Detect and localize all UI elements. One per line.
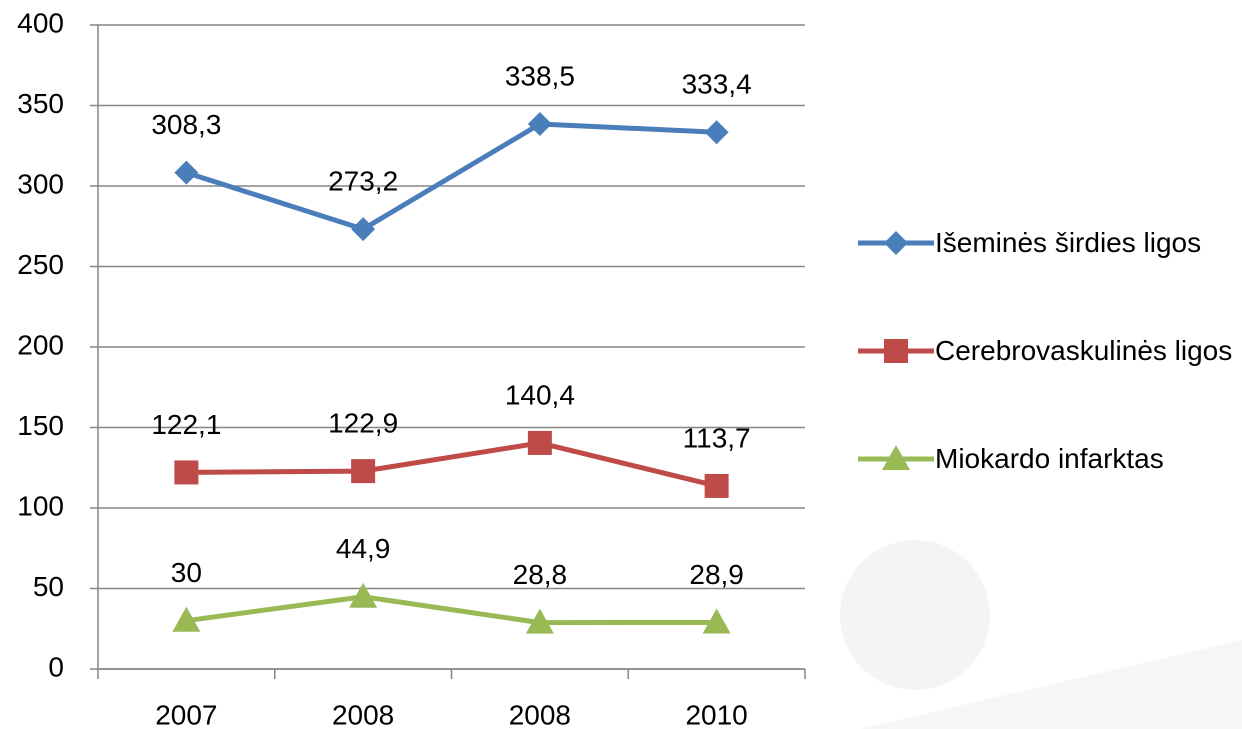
legend-swatch — [858, 339, 934, 363]
marker — [527, 430, 552, 455]
legend-item: Išeminės širdies ligos — [858, 222, 1242, 263]
legend-swatch — [858, 231, 934, 255]
y-tick-label: 100 — [17, 490, 64, 521]
y-tick-label: 150 — [17, 410, 64, 441]
marker — [527, 112, 552, 137]
data-label: 333,4 — [682, 69, 752, 100]
data-label: 273,2 — [328, 166, 398, 197]
data-label: 122,1 — [151, 409, 221, 440]
marker — [172, 606, 201, 632]
legend-item: Cerebrovaskulinės ligos — [858, 330, 1242, 371]
series-line — [186, 594, 717, 626]
data-label: 44,9 — [336, 533, 391, 564]
y-tick-label: 350 — [17, 88, 64, 119]
data-label: 28,8 — [513, 559, 568, 590]
marker — [884, 231, 908, 255]
data-label: 113,7 — [683, 422, 751, 453]
legend-label: Cerebrovaskulinės ligos — [935, 335, 1233, 366]
legend-swatch — [858, 445, 934, 470]
marker — [174, 460, 199, 485]
y-tick-label: 400 — [17, 7, 64, 38]
marker — [174, 160, 199, 185]
x-tick-label: 2007 — [155, 699, 217, 729]
series-line — [186, 440, 718, 489]
marker — [349, 582, 378, 608]
y-tick-label: 250 — [17, 249, 64, 280]
background-shape — [860, 640, 1242, 729]
legend-label: Išeminės širdies ligos — [935, 227, 1202, 258]
data-label: 30 — [171, 557, 202, 588]
marker — [704, 120, 729, 145]
marker — [702, 608, 731, 634]
data-label: 338,5 — [505, 60, 575, 91]
y-tick-label: 200 — [17, 329, 64, 360]
y-tick-label: 300 — [17, 168, 64, 199]
marker — [351, 217, 376, 242]
legend-item: Miokardo infarktas — [858, 438, 1242, 479]
x-tick-label: 2008 — [509, 699, 571, 729]
marker — [884, 339, 908, 363]
data-label: 140,4 — [505, 379, 575, 410]
data-label: 122,9 — [328, 408, 398, 439]
background-shape — [840, 540, 990, 690]
series-line — [185, 121, 717, 232]
marker — [882, 445, 910, 470]
marker — [351, 459, 376, 484]
data-label: 28,9 — [689, 559, 744, 590]
x-tick-label: 2010 — [685, 699, 747, 729]
data-label: 308,3 — [151, 109, 221, 140]
legend-label: Miokardo infarktas — [935, 443, 1164, 474]
marker — [525, 608, 554, 634]
x-tick-label: 2008 — [332, 699, 394, 729]
marker — [704, 473, 729, 498]
y-tick-label: 50 — [33, 571, 64, 602]
y-tick-label: 0 — [48, 651, 64, 682]
